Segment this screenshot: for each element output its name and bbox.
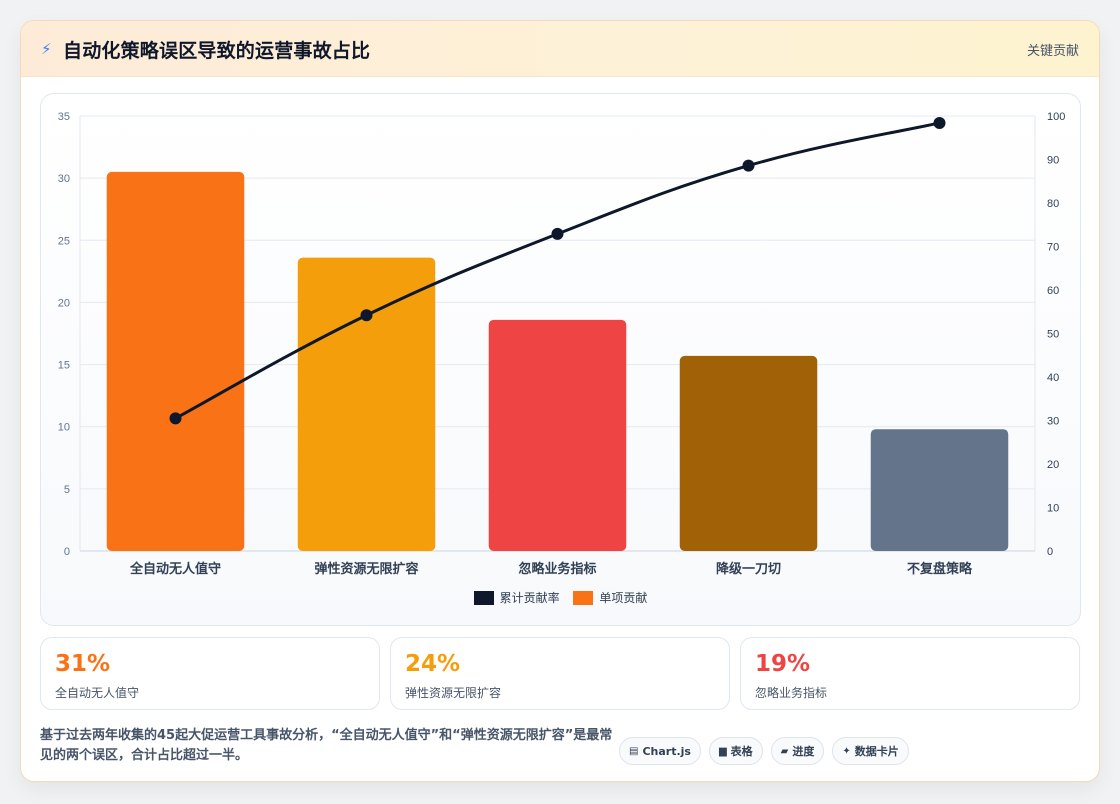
footnote: 基于过去两年收集的45起大促运营工具事故分析，“全自动无人值守”和“弹性资源无限… (40, 728, 613, 763)
progress-icon: ▰ (780, 745, 789, 757)
badge-label: 数据卡片 (854, 745, 899, 758)
stat-value: 31% (55, 651, 111, 677)
y-right-tick-label: 90 (1047, 155, 1059, 167)
y-left-tick-label: 0 (64, 546, 70, 558)
bar (679, 355, 818, 551)
stat-value: 19% (755, 651, 811, 677)
bar (106, 171, 245, 551)
legend-item-single[interactable]: 单项贡献 (573, 589, 647, 606)
badge-row: ▤ Chart.js ▆ 表格 ▰ 进度 ✦ 数据卡片 (619, 737, 909, 765)
report-card: ⚡ 自动化策略误区导致的运营事故占比 关键贡献 0 5 10 15 20 25 30 35 0 1… (20, 20, 1100, 782)
y-right-tick-label: 70 (1047, 242, 1059, 254)
bar (297, 257, 436, 551)
y-right-tick-label: 100 (1047, 111, 1065, 123)
y-left-tick-label: 5 (64, 484, 70, 496)
badge-label: 进度 (792, 745, 815, 758)
legend-item-cumulative[interactable]: 累计贡献率 (473, 589, 560, 606)
y-left-tick-label: 30 (58, 173, 70, 185)
cumulative-point (551, 227, 564, 240)
badge-label: 表格 (730, 745, 753, 758)
x-tick-label: 全自动无人值守 (129, 561, 221, 577)
y-left-tick-label: 20 (58, 297, 70, 309)
badge-progress[interactable]: ▰ 进度 (770, 737, 825, 765)
x-tick-label: 忽略业务指标 (518, 561, 596, 577)
x-tick-label: 降级一刀切 (716, 561, 781, 577)
badge-chartjs[interactable]: ▤ Chart.js (619, 737, 701, 765)
sparkle-icon: ✦ (842, 745, 851, 757)
pareto-chart: 0 5 10 15 20 25 30 35 0 10 20 30 40 50 60 70 80 90 100 全自动无… (40, 93, 1081, 626)
y-right-tick-label: 30 (1047, 416, 1059, 428)
stat-value: 24% (405, 651, 461, 677)
badge-label: Chart.js (642, 744, 691, 758)
cumulative-point (933, 116, 946, 129)
y-left-tick-label: 15 (58, 360, 70, 372)
x-tick-label: 弹性资源无限扩容 (314, 561, 418, 577)
legend-swatch-single (573, 590, 594, 605)
bar (488, 319, 627, 551)
y-right-tick-label: 0 (1047, 546, 1053, 558)
legend-label-cumulative: 累计贡献率 (499, 591, 560, 605)
y-left-tick-label: 25 (58, 235, 70, 247)
stat-card: 24% 弹性资源无限扩容 (390, 637, 730, 710)
y-right-tick-label: 20 (1047, 459, 1059, 471)
chart-icon: ▤ (629, 745, 639, 757)
legend-label-single: 单项贡献 (599, 591, 648, 605)
chart-legend: 累计贡献率 单项贡献 (41, 589, 1080, 608)
cumulative-point (742, 159, 755, 172)
y-left-tick-label: 35 (58, 111, 70, 123)
cumulative-point (360, 309, 373, 322)
stat-card: 19% 忽略业务指标 (740, 637, 1080, 710)
badge-data-card[interactable]: ✦ 数据卡片 (832, 737, 909, 765)
table-icon: ▆ (718, 745, 727, 757)
y-right-tick-label: 80 (1047, 198, 1059, 210)
bar (870, 429, 1009, 551)
stat-label: 全自动无人值守 (55, 686, 140, 700)
legend-swatch-cumulative (473, 590, 494, 605)
cumulative-point (169, 412, 182, 425)
badge-table[interactable]: ▆ 表格 (708, 737, 763, 765)
lightning-icon: ⚡ (41, 40, 52, 58)
y-right-tick-label: 10 (1047, 503, 1059, 515)
card-title: 自动化策略误区导致的运营事故占比 (63, 40, 371, 62)
stat-label: 弹性资源无限扩容 (405, 686, 502, 700)
stat-card: 31% 全自动无人值守 (40, 637, 380, 710)
y-right-tick-label: 40 (1047, 372, 1059, 384)
y-right-tick-label: 50 (1047, 329, 1059, 341)
header-tag: 关键贡献 (1026, 44, 1079, 59)
chart-svg: 0 5 10 15 20 25 30 35 0 10 20 30 40 50 60 70 80 90 100 全自动无… (58, 111, 1066, 577)
stat-label: 忽略业务指标 (755, 686, 828, 700)
card-header: ⚡ 自动化策略误区导致的运营事故占比 关键贡献 (21, 21, 1099, 77)
y-left-tick-label: 10 (58, 422, 70, 434)
x-tick-label: 不复盘策略 (907, 561, 973, 577)
y-right-tick-label: 60 (1047, 285, 1059, 297)
